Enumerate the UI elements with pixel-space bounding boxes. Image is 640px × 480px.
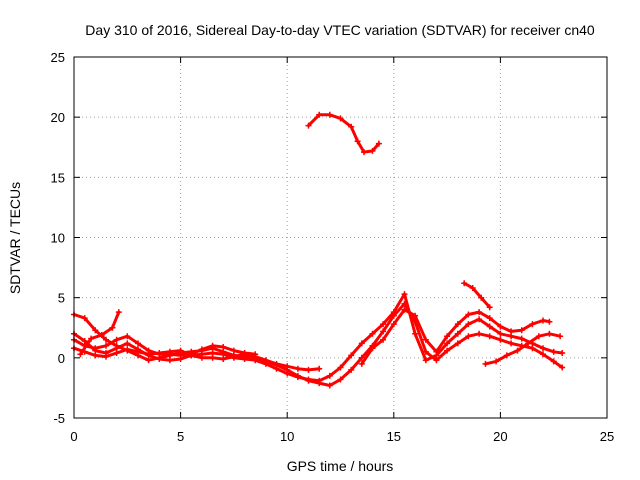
y-tick-label: 0 [58,351,65,366]
series-markers-sat-f [358,306,553,367]
series-markers-sat-i [305,111,382,156]
chart-title: Day 310 of 2016, Sidereal Day-to-day VTE… [85,22,595,38]
series-markers-sat-h [482,330,564,367]
x-tick-label: 20 [493,429,507,444]
x-tick-label: 10 [280,429,294,444]
tick-layer: 0 5 10 15 20 25 -5 0 5 10 15 20 25 [51,50,615,444]
series-markers-sat-g [461,280,493,311]
y-tick-label: -5 [53,411,65,426]
y-tick-label: 25 [51,50,65,65]
x-tick-label: 25 [600,429,614,444]
x-tick-label: 0 [70,429,77,444]
y-tick-label: 15 [51,170,65,185]
x-axis-label: GPS time / hours [287,458,394,474]
series-line-sat-g [462,281,492,309]
y-tick-label: 20 [51,110,65,125]
y-tick-label: 5 [58,291,65,306]
y-tick-label: 10 [51,231,65,246]
x-tick-label: 5 [177,429,184,444]
series-layer [71,111,566,389]
y-axis-label: SDTVAR / TECUs [7,182,23,294]
grid-layer [74,57,607,418]
series-markers-sat-e [77,309,122,358]
plot-frame [73,56,608,419]
series-markers-sat-a [71,300,566,389]
x-tick-label: 15 [387,429,401,444]
series-line-sat-i [307,113,381,154]
